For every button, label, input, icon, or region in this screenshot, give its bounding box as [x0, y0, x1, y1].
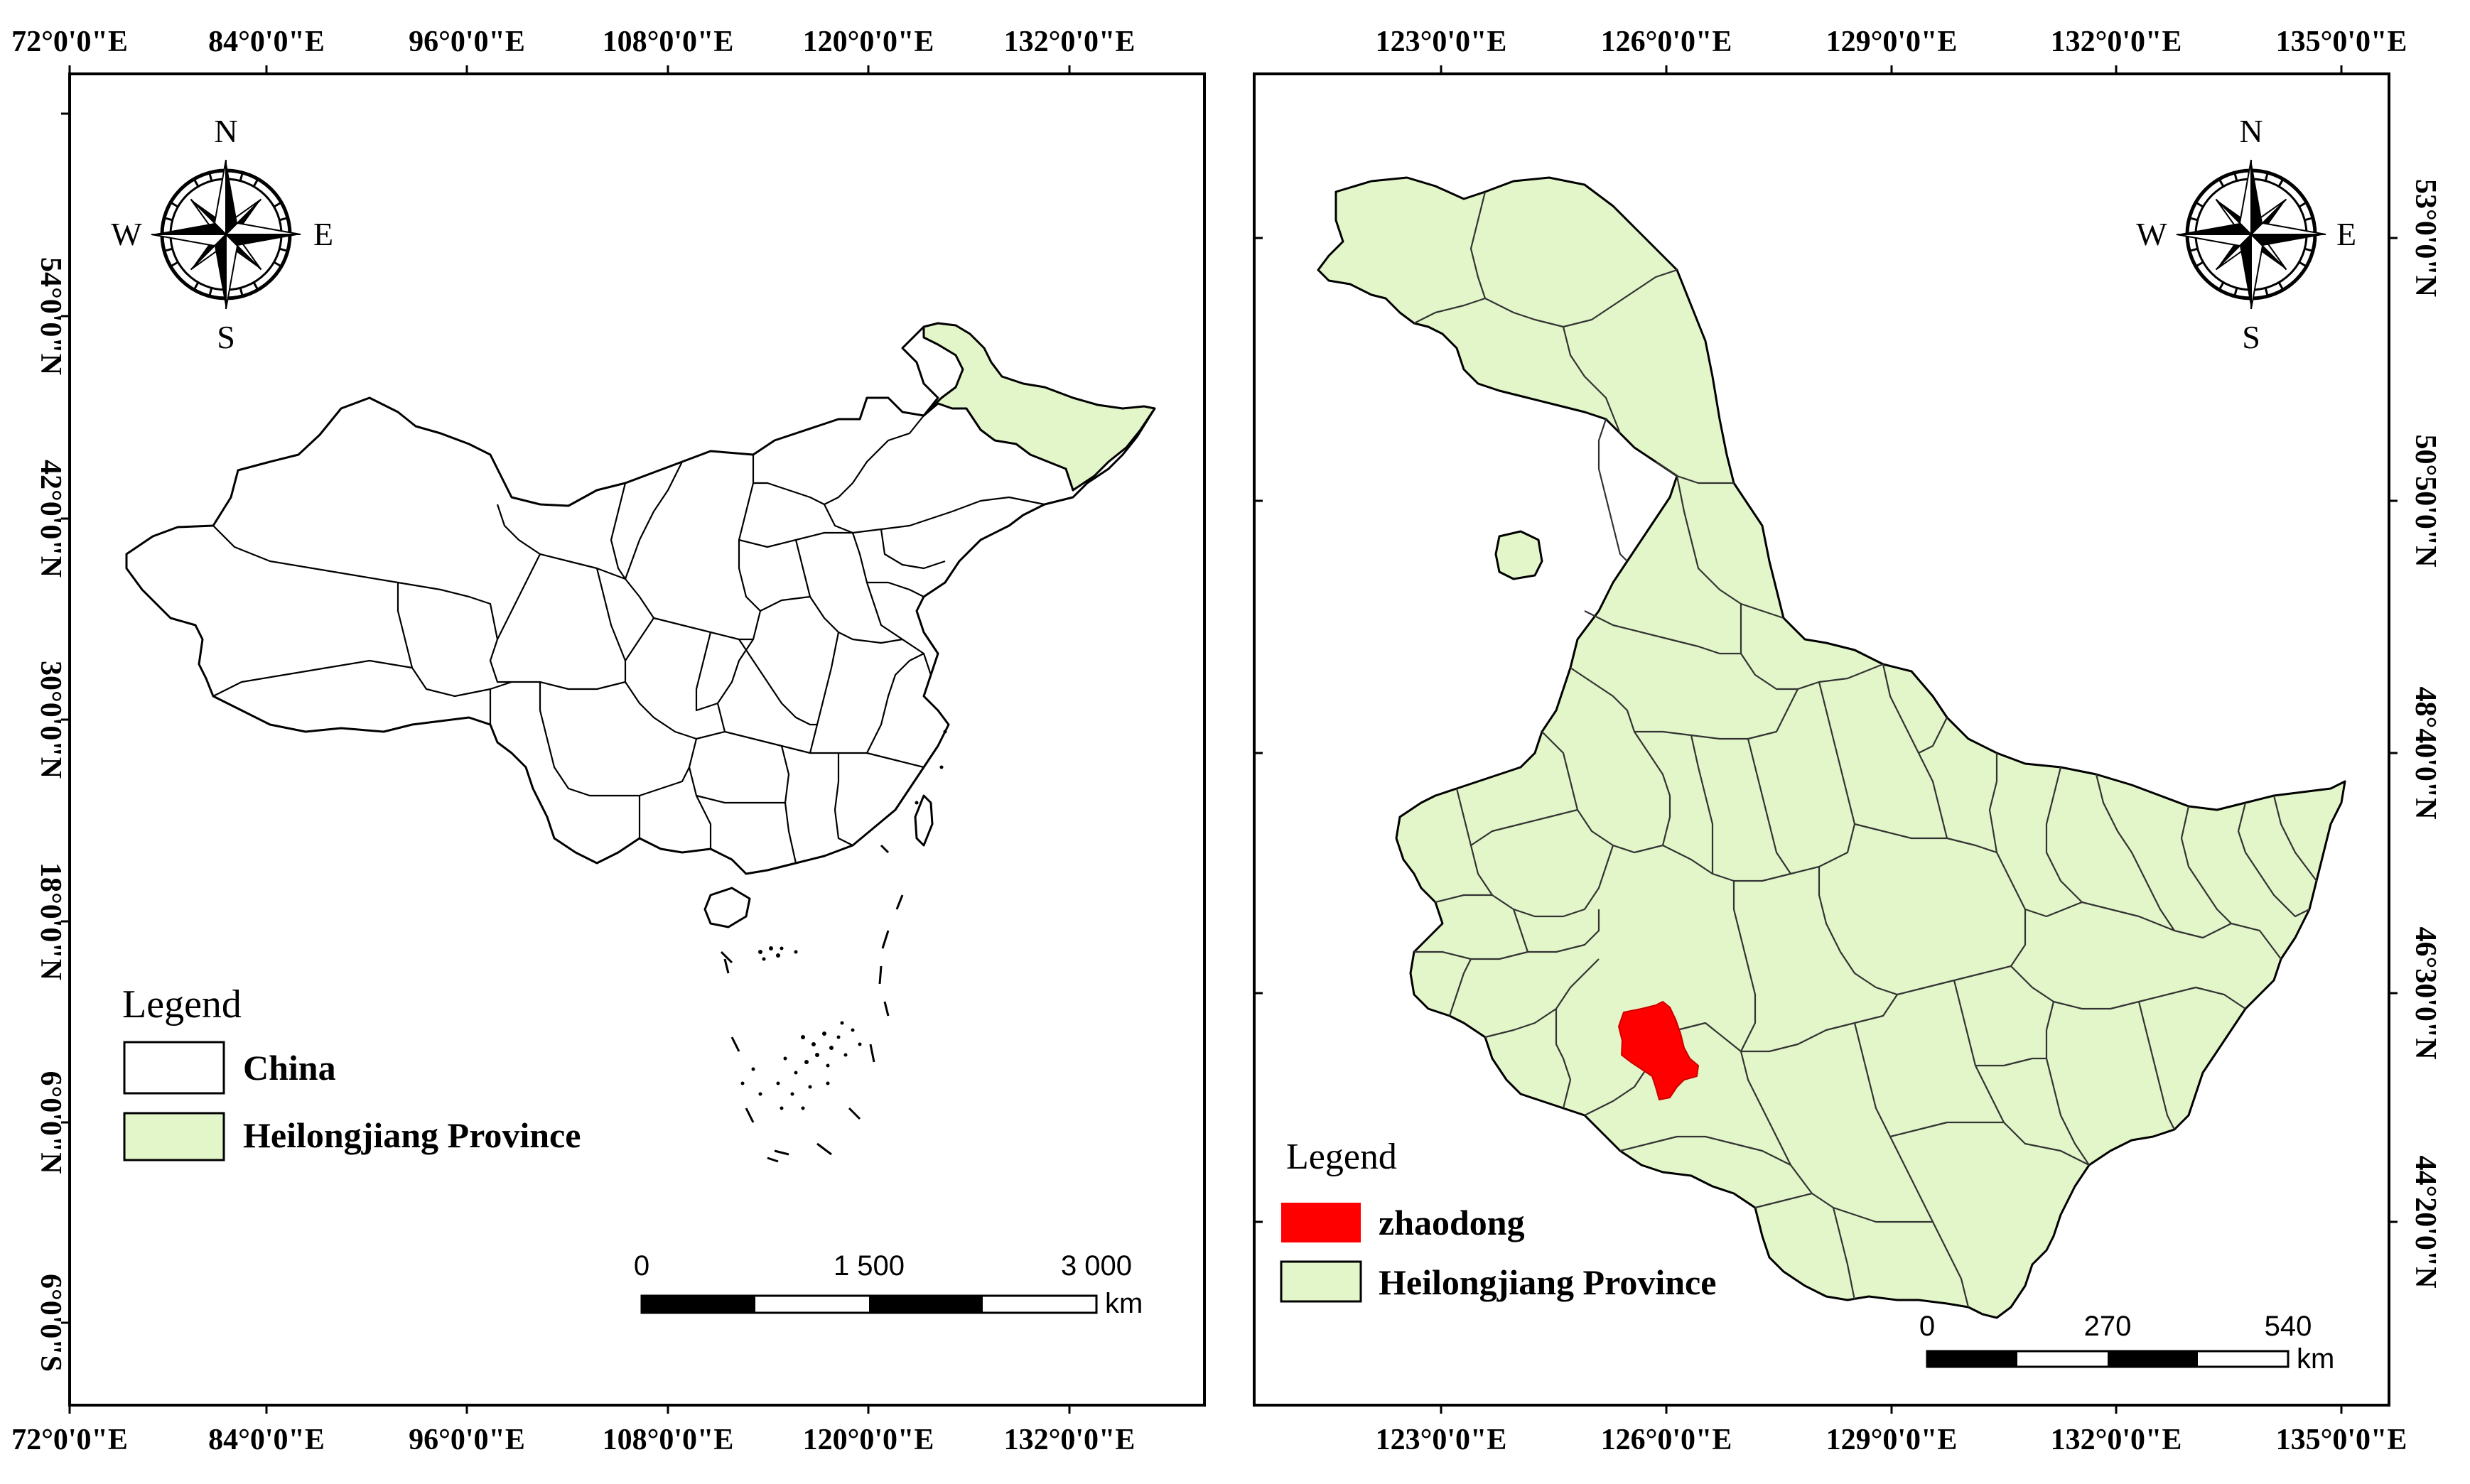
- right-lat-label: 50°50'0"N: [2409, 434, 2442, 567]
- right-legend-swatch-heilongjiang: [1280, 1260, 1362, 1303]
- right-lat-label: 46°30'0"N: [2409, 926, 2442, 1059]
- left-lat-label: 30°0'0"N: [34, 661, 67, 779]
- right-map-ticks: [1254, 65, 2398, 1414]
- heilongjiang-exclave: [1494, 530, 1543, 580]
- china-map: [125, 322, 1156, 1163]
- right-compass-w: W: [2136, 216, 2167, 252]
- south-china-sea-islets: [740, 730, 947, 1110]
- left-compass-s: S: [217, 319, 235, 355]
- left-compass-e: E: [313, 216, 333, 252]
- left-scale-tick-label: 0: [634, 1250, 649, 1282]
- right-legend-label-heilongjiang: Heilongjiang Province: [1379, 1262, 1716, 1302]
- left-scale-bar: [640, 1294, 1098, 1314]
- left-top-lon-label: 96°0'0"E: [409, 26, 525, 58]
- left-scale-unit: km: [1105, 1288, 1143, 1319]
- right-bottom-lon-label: 132°0'0"E: [2051, 1424, 2182, 1456]
- right-bottom-lon-label: 129°0'0"E: [1826, 1424, 1958, 1456]
- right-top-lon-label: 135°0'0"E: [2276, 26, 2407, 58]
- zhaodong-region-shape: [1618, 1001, 1699, 1100]
- right-compass-s: S: [2242, 319, 2260, 355]
- left-top-lon-label: 108°0'0"E: [603, 26, 734, 58]
- right-bottom-lon-label: 135°0'0"E: [2276, 1424, 2407, 1456]
- left-lat-label: 54°0'0"N: [34, 257, 67, 375]
- right-scale-tick-label: 540: [2265, 1311, 2312, 1342]
- left-legend-title: Legend: [122, 982, 242, 1027]
- left-scale-tick-label: 3 000: [1061, 1250, 1132, 1282]
- right-legend-swatch-zhaodong: [1281, 1203, 1361, 1242]
- left-legend-swatch-heilongjiang: [123, 1112, 225, 1161]
- left-top-lon-label: 132°0'0"E: [1004, 26, 1136, 58]
- left-compass-w: W: [111, 216, 142, 252]
- right-top-lon-label: 129°0'0"E: [1826, 26, 1958, 58]
- right-legend-label-zhaodong: zhaodong: [1379, 1203, 1525, 1242]
- right-bottom-lon-label: 126°0'0"E: [1601, 1424, 1732, 1456]
- right-top-lon-label: 126°0'0"E: [1601, 26, 1732, 58]
- taiwan-island: [914, 794, 934, 847]
- right-scale-tick-label: 270: [2084, 1311, 2132, 1342]
- left-scale-tick-label: 1 500: [834, 1250, 905, 1282]
- left-top-lon-label: 120°0'0"E: [803, 26, 934, 58]
- left-map-panel: 72°0'0"E 84°0'0"E 96°0'0"E 108°0'0"E 120…: [11, 26, 1206, 1456]
- right-lat-label: 48°40'0"N: [2409, 686, 2442, 819]
- heilongjiang-outline: [1317, 176, 2346, 1319]
- right-scale-bar: [1926, 1350, 2290, 1368]
- left-legend-label-heilongjiang: Heilongjiang Province: [243, 1115, 581, 1155]
- right-top-lon-label: 123°0'0"E: [1376, 26, 1507, 58]
- right-scale-tick-label: 0: [1919, 1311, 1935, 1342]
- right-lat-label: 44°20'0"N: [2409, 1155, 2442, 1288]
- heilongjiang-map: [1317, 176, 2346, 1319]
- right-lat-label: 53°0'0"N: [2409, 179, 2442, 297]
- left-map-ticks: [61, 65, 1071, 1414]
- left-bottom-lon-label: 108°0'0"E: [603, 1424, 734, 1456]
- left-lat-label: 42°0'0"N: [34, 460, 67, 578]
- left-compass-n: N: [214, 113, 237, 149]
- right-legend-title: Legend: [1286, 1137, 1397, 1177]
- left-top-lon-label: 84°0'0"E: [208, 26, 325, 58]
- right-compass-n: N: [2239, 113, 2263, 149]
- left-legend-swatch-china: [123, 1041, 225, 1095]
- right-scale-unit: km: [2297, 1343, 2334, 1375]
- left-bottom-lon-label: 72°0'0"E: [11, 1424, 128, 1456]
- left-lat-label: 6°0'0"S: [34, 1274, 67, 1372]
- left-bottom-lon-label: 132°0'0"E: [1004, 1424, 1136, 1456]
- right-bottom-lon-label: 123°0'0"E: [1376, 1424, 1507, 1456]
- hainan-island: [703, 887, 751, 928]
- right-top-lon-label: 132°0'0"E: [2051, 26, 2182, 58]
- heilongjiang-province-shape: [922, 322, 1156, 492]
- left-legend-label-china: China: [243, 1048, 336, 1088]
- right-map-panel: 123°0'0"E 126°0'0"E 129°0'0"E 132°0'0"E …: [1253, 26, 2442, 1456]
- left-top-lon-label: 72°0'0"E: [11, 26, 128, 58]
- left-bottom-lon-label: 96°0'0"E: [409, 1424, 525, 1456]
- left-bottom-lon-label: 120°0'0"E: [803, 1424, 934, 1456]
- right-compass-e: E: [2336, 216, 2356, 252]
- left-lat-label: 6°0'0"N: [34, 1071, 67, 1174]
- china-outline: [125, 325, 1156, 875]
- left-bottom-lon-label: 84°0'0"E: [208, 1424, 325, 1456]
- left-lat-label: 18°0'0"N: [34, 862, 67, 980]
